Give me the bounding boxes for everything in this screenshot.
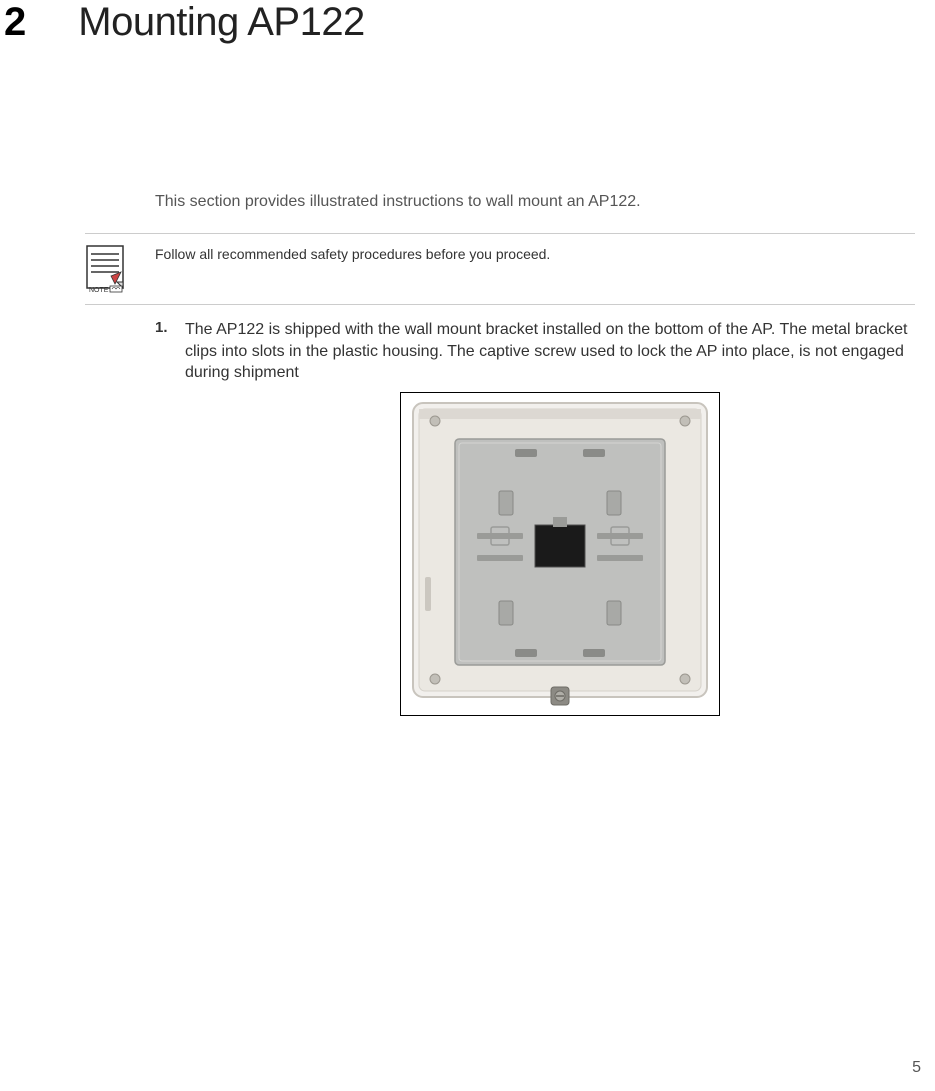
step-text: The AP122 is shipped with the wall mount… bbox=[185, 319, 915, 384]
step-number: 1. bbox=[155, 319, 171, 336]
step-item: 1. The AP122 is shipped with the wall mo… bbox=[155, 319, 915, 384]
device-image bbox=[405, 397, 715, 711]
chapter-number: 2 bbox=[4, 0, 26, 45]
note-callout: NOTE Follow all recommended safety proce… bbox=[85, 233, 915, 305]
intro-paragraph: This section provides illustrated instru… bbox=[155, 193, 915, 211]
note-icon: NOTE bbox=[85, 244, 127, 294]
note-text: Follow all recommended safety procedures… bbox=[155, 244, 550, 262]
figure bbox=[205, 392, 915, 721]
page-number: 5 bbox=[912, 1059, 921, 1077]
svg-text:NOTE: NOTE bbox=[89, 287, 109, 294]
figure-frame bbox=[400, 392, 720, 716]
chapter-title: Mounting AP122 bbox=[78, 0, 365, 45]
